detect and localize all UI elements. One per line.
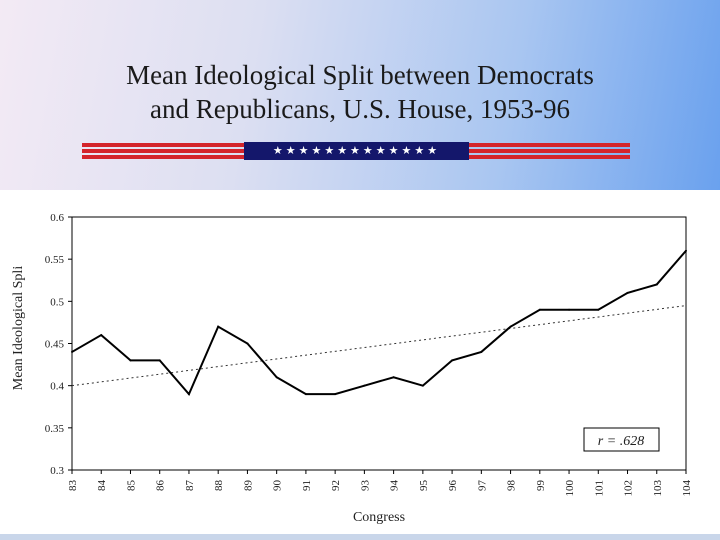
x-tick-label: 95 [418, 480, 430, 492]
data-point [626, 291, 629, 294]
data-point [363, 384, 366, 387]
x-tick-label: 93 [359, 480, 371, 492]
x-tick-label: 100 [564, 480, 576, 497]
slide-header: Mean Ideological Split between Democrats… [0, 0, 720, 190]
data-point [187, 393, 190, 396]
y-tick-label: 0.4 [50, 381, 64, 393]
y-tick-label: 0.45 [45, 339, 65, 351]
series-points [71, 249, 687, 396]
x-tick-label: 88 [213, 480, 225, 492]
x-tick-label: 96 [447, 480, 459, 492]
series-line [71, 250, 687, 396]
y-tick-label: 0.35 [45, 423, 65, 435]
x-tick-label: 89 [242, 480, 254, 492]
x-tick-label: 102 [623, 480, 635, 497]
data-point [451, 359, 454, 362]
title-line-2: and Republicans, U.S. House, 1953-96 [150, 94, 570, 124]
x-tick-label: 92 [330, 480, 342, 491]
x-tick-label: 91 [301, 480, 313, 491]
x-tick-label: 99 [535, 480, 547, 492]
trend-line [71, 305, 687, 387]
y-tick-label: 0.3 [50, 465, 64, 477]
data-point [246, 342, 249, 345]
y-axis: 0.3 0.35 0.4 0.45 0.5 0.55 0.6 [45, 212, 72, 477]
x-tick-label: 85 [125, 480, 137, 492]
star-field: ★★★★★★★★★★★★★ [244, 142, 469, 160]
slide-bottom-bar [0, 534, 720, 540]
y-axis-label: Mean Ideological Spli [11, 266, 26, 391]
x-tick-label: 84 [96, 480, 108, 492]
x-tick-label: 83 [67, 480, 79, 492]
x-tick-label: 104 [681, 480, 693, 497]
x-tick-label: 103 [652, 480, 664, 497]
data-point [334, 393, 337, 396]
data-point [509, 325, 512, 328]
x-tick-label: 86 [155, 480, 167, 492]
data-point [217, 325, 220, 328]
data-point [71, 350, 73, 353]
x-tick-label: 94 [389, 480, 401, 492]
correlation-annotation: r = .628 [598, 434, 644, 449]
data-point [568, 308, 571, 311]
data-point [597, 308, 600, 311]
data-point [100, 334, 103, 337]
x-tick-label: 101 [593, 480, 605, 497]
data-point [392, 376, 395, 379]
data-point [275, 376, 278, 379]
data-point [304, 393, 307, 396]
data-point [129, 359, 132, 362]
flag-banner: ★★★★★★★★★★★★★ [82, 142, 630, 160]
y-tick-label: 0.6 [50, 212, 64, 224]
data-point [655, 283, 658, 286]
x-axis-label: Congress [353, 510, 405, 525]
annotation-box [583, 427, 660, 452]
x-tick-label: 90 [272, 480, 284, 492]
data-point [538, 308, 541, 311]
x-tick-label: 97 [476, 480, 488, 492]
x-tick-label: 87 [184, 480, 196, 492]
y-tick-label: 0.55 [45, 254, 65, 266]
data-point [421, 384, 424, 387]
x-axis: 83 84 85 86 87 88 89 90 91 92 93 94 95 96 97 98 99 100 101… [67, 470, 693, 497]
x-tick-label: 98 [506, 480, 518, 492]
y-tick-label: 0.5 [50, 296, 64, 308]
title-line-1: Mean Ideological Split between Democrats [126, 60, 594, 90]
data-point [158, 359, 161, 362]
data-point [480, 350, 483, 353]
slide-title: Mean Ideological Split between Democrats… [0, 58, 720, 126]
data-point [685, 249, 687, 252]
